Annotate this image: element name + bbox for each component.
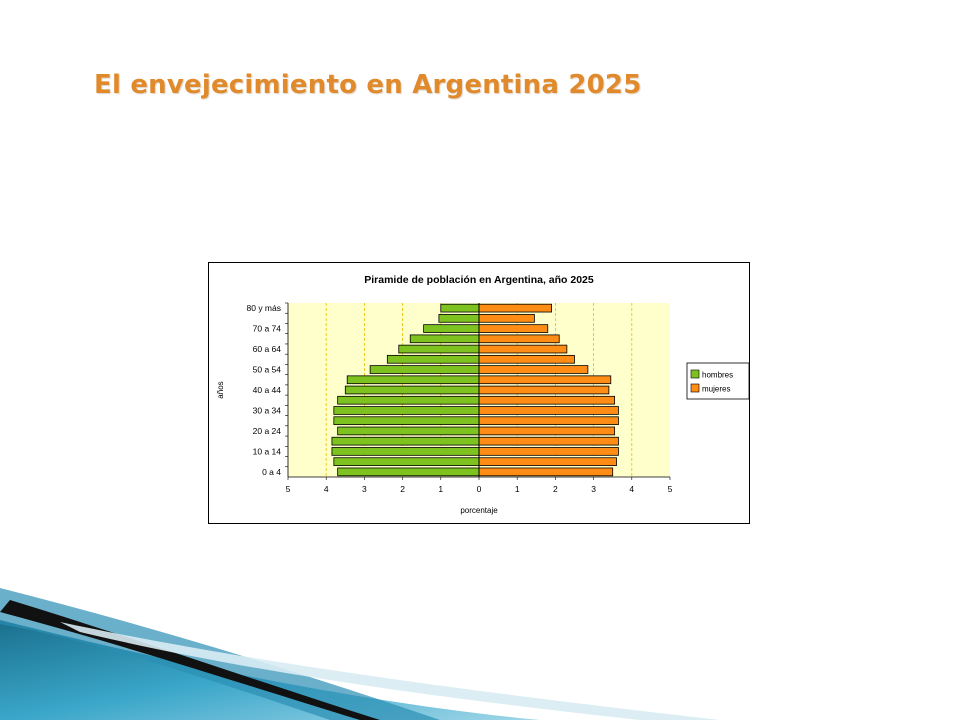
x-tick-label: 3 (591, 484, 596, 494)
x-tick-label: 5 (286, 484, 291, 494)
bar-mujeres (478, 354, 575, 364)
bar-hombres (423, 324, 480, 333)
y-tick-label: 30 a 34 (253, 405, 282, 415)
bars-group (331, 303, 619, 477)
chart-title: Piramide de población en Argentina, año … (364, 274, 594, 286)
y-tick-label: 0 a 4 (262, 467, 281, 477)
decorative-swoosh (0, 588, 720, 720)
bar-hombres (333, 406, 480, 415)
bar-hombres (438, 314, 480, 323)
population-pyramid-chart: Piramide de población en Argentina, año … (208, 262, 750, 524)
x-tick-label: 4 (324, 484, 329, 494)
y-tick-label: 50 a 54 (253, 365, 282, 375)
bar-hombres (333, 416, 480, 426)
bar-hombres (369, 365, 480, 374)
bar-hombres (346, 375, 480, 385)
bar-hombres (409, 334, 480, 344)
bar-hombres (331, 436, 480, 446)
bar-mujeres (478, 395, 616, 405)
bar-hombres (333, 457, 480, 466)
y-axis: 0 a 4 10 a 14 20 a 24 30 a 34 40 a 44 50 a 54… (247, 302, 289, 477)
bar-mujeres (478, 436, 619, 446)
bar-mujeres (478, 426, 616, 436)
bar-hombres (386, 354, 480, 364)
bar-mujeres (478, 375, 612, 385)
legend-label: hombres (702, 371, 733, 380)
bar-hombres (337, 426, 480, 436)
y-tick-label: 40 a 44 (253, 385, 282, 395)
legend-swatch (690, 383, 700, 393)
bar-hombres (337, 467, 480, 477)
legend-swatch (690, 369, 700, 379)
bar-mujeres (478, 406, 619, 415)
x-axis-title: porcentaje (460, 506, 498, 515)
bar-mujeres (478, 314, 535, 323)
legend: hombres mujeres (686, 362, 749, 400)
blue-swoosh (0, 620, 540, 720)
bar-mujeres (478, 303, 552, 313)
bar-hombres (331, 447, 480, 456)
x-tick-label: 2 (553, 484, 558, 494)
bar-mujeres (478, 457, 617, 466)
bar-hombres (398, 344, 480, 354)
bar-mujeres (478, 467, 614, 477)
x-tick-label: 0 (477, 484, 482, 494)
slide-title: El envejecimiento en Argentina 2025 (94, 70, 642, 100)
x-tick-label: 4 (629, 484, 634, 494)
bar-hombres (344, 385, 480, 395)
y-axis-title: años (216, 381, 225, 398)
bar-mujeres (478, 324, 549, 333)
y-tick-label: 80 y más (247, 303, 282, 313)
bar-mujeres (478, 365, 589, 374)
x-tick-label: 1 (515, 484, 520, 494)
y-tick-label: 20 a 24 (253, 426, 282, 436)
y-tick-label: 60 a 64 (253, 344, 282, 354)
x-axis: 5 4 3 2 1 0 1 2 3 4 5 (286, 476, 673, 494)
bar-hombres (337, 395, 480, 405)
x-tick-label: 5 (668, 484, 673, 494)
bar-mujeres (478, 447, 619, 456)
bar-mujeres (478, 385, 610, 395)
legend-box (686, 362, 749, 400)
bar-mujeres (478, 334, 560, 344)
bar-hombres (440, 303, 480, 313)
x-tick-label: 3 (362, 484, 367, 494)
legend-label: mujeres (702, 385, 730, 394)
y-tick-label: 10 a 14 (253, 446, 282, 456)
y-tick-label: 70 a 74 (253, 324, 282, 334)
x-tick-label: 1 (438, 484, 443, 494)
bar-mujeres (478, 416, 619, 426)
x-tick-label: 2 (400, 484, 405, 494)
chart-svg: Piramide de población en Argentina, año … (216, 274, 749, 515)
bar-mujeres (478, 344, 568, 354)
